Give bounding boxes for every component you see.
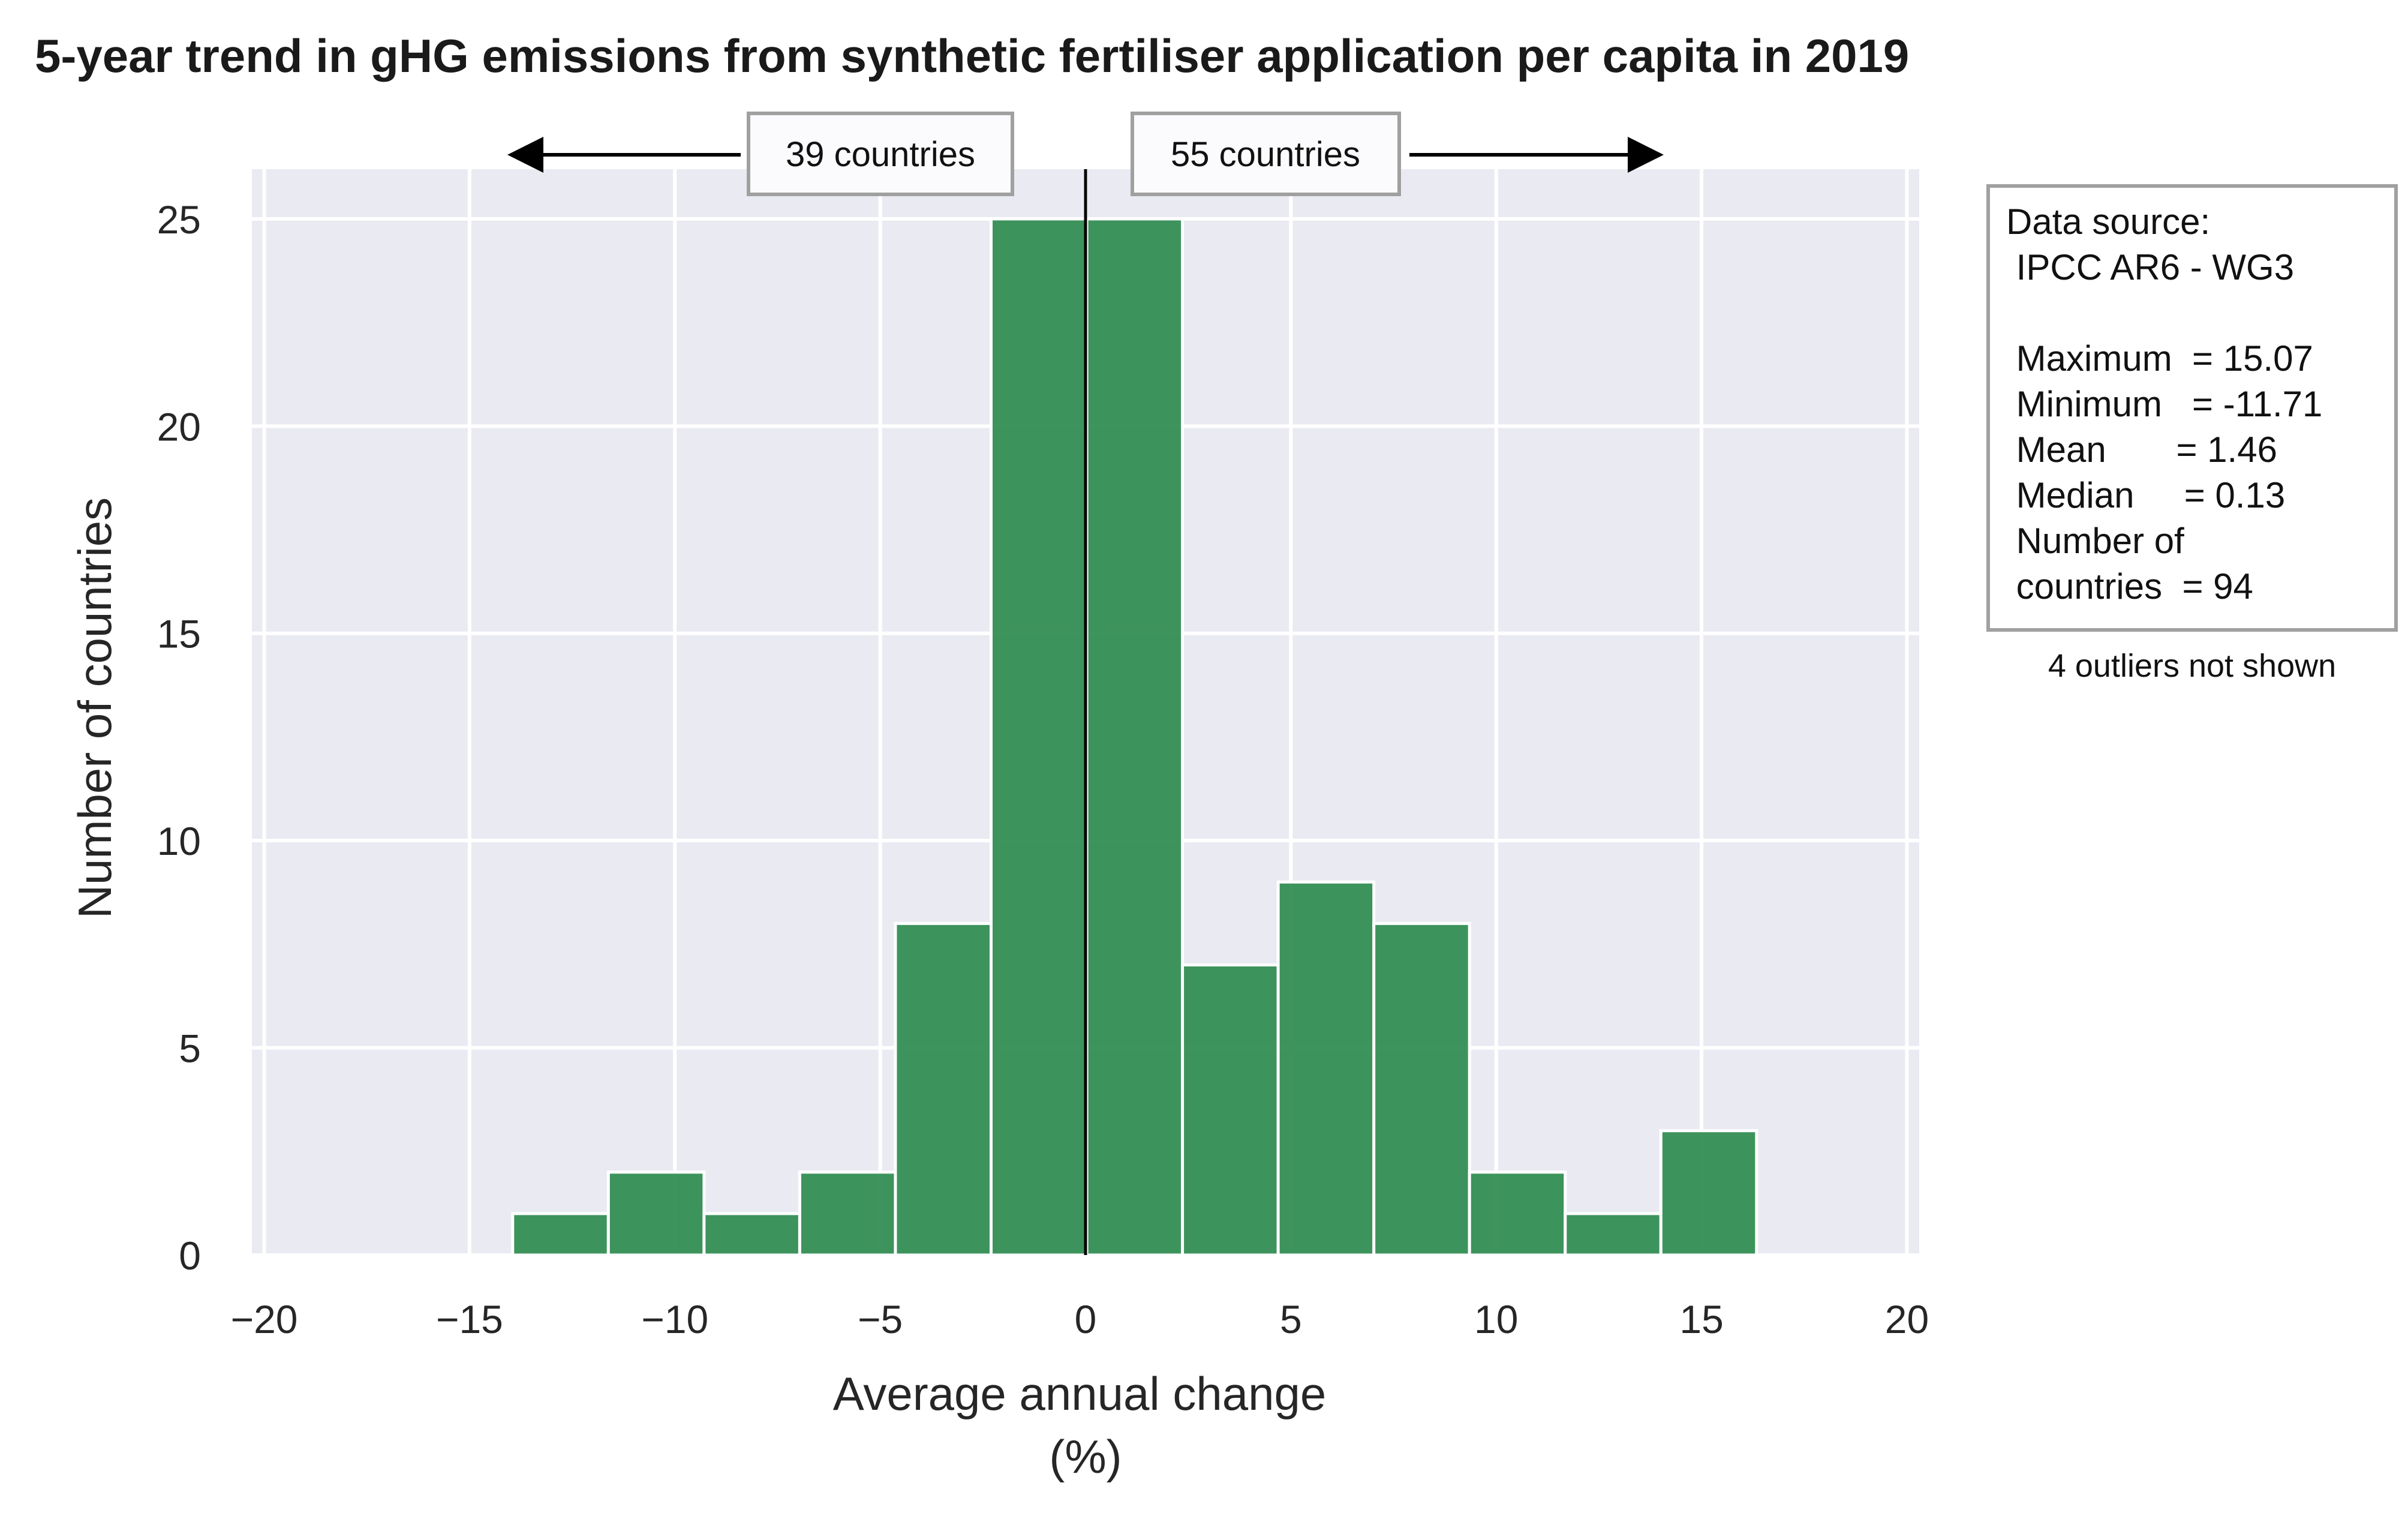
x-tick-label: −10	[641, 1297, 708, 1341]
histogram-bar	[990, 217, 1089, 1257]
x-tick-label: 15	[1679, 1297, 1723, 1341]
y-tick-label: 15	[157, 612, 201, 656]
stats-box	[1986, 184, 2398, 632]
y-tick-label: 20	[157, 404, 201, 449]
outlier-note: 4 outliers not shown	[2048, 648, 2336, 684]
left-count-box	[747, 112, 1014, 196]
histogram-bar	[1372, 921, 1471, 1257]
stats-line: Mean = 1.46	[2006, 430, 2277, 470]
stats-line: Maximum = 15.07	[2006, 338, 2313, 379]
x-tick-label: −20	[231, 1297, 298, 1341]
histogram-bar	[798, 1170, 897, 1257]
y-tick-label: 0	[179, 1233, 201, 1278]
x-tick-label: −15	[436, 1297, 503, 1341]
chart-title: 5-year trend in gHG emissions from synth…	[35, 29, 1909, 82]
histogram-bar	[894, 921, 993, 1257]
histogram-bar	[606, 1170, 706, 1257]
histogram-bar	[1659, 1129, 1758, 1257]
y-axis-ticks: 0 5 10 15 20 25	[157, 197, 201, 1278]
x-axis-label-unit: (%)	[1049, 1430, 1122, 1483]
x-tick-label: 0	[1075, 1297, 1097, 1341]
stats-text: Data source: IPCC AR6 - WG3 Maximum = 15…	[2006, 202, 2322, 607]
histogram-bar	[511, 1212, 610, 1257]
histogram-bars	[511, 217, 1758, 1257]
x-tick-label: 20	[1885, 1297, 1929, 1341]
stats-line: countries = 94	[2006, 566, 2253, 607]
x-axis-label: Average annual change	[833, 1367, 1327, 1420]
stats-line: IPCC AR6 - WG3	[2006, 247, 2294, 287]
x-tick-label: −5	[858, 1297, 903, 1341]
x-axis-ticks: −20 −15 −10 −5 0 5 10 15 20	[231, 1297, 1929, 1341]
left-count-label: 39 countries	[786, 135, 975, 174]
y-tick-label: 25	[157, 197, 201, 242]
histogram-bar	[1181, 963, 1280, 1257]
stats-line: Minimum = -11.71	[2006, 384, 2322, 424]
x-tick-label: 10	[1474, 1297, 1518, 1341]
y-tick-label: 5	[179, 1026, 201, 1071]
right-count-label: 55 countries	[1171, 135, 1360, 174]
histogram-bar	[1085, 217, 1185, 1257]
histogram-bar	[1468, 1170, 1567, 1257]
stats-line: Median = 0.13	[2006, 475, 2285, 515]
histogram-bar	[702, 1212, 801, 1257]
plot-area	[252, 169, 1919, 1257]
stats-line: Number of	[2006, 521, 2184, 561]
y-tick-label: 10	[157, 819, 201, 863]
right-count-box	[1131, 112, 1401, 196]
histogram-bar	[1564, 1212, 1663, 1257]
stats-line: Data source:	[2006, 202, 2210, 242]
histogram-bar	[1276, 880, 1376, 1257]
x-tick-label: 5	[1280, 1297, 1302, 1341]
y-axis-label: Number of countries	[68, 497, 121, 918]
